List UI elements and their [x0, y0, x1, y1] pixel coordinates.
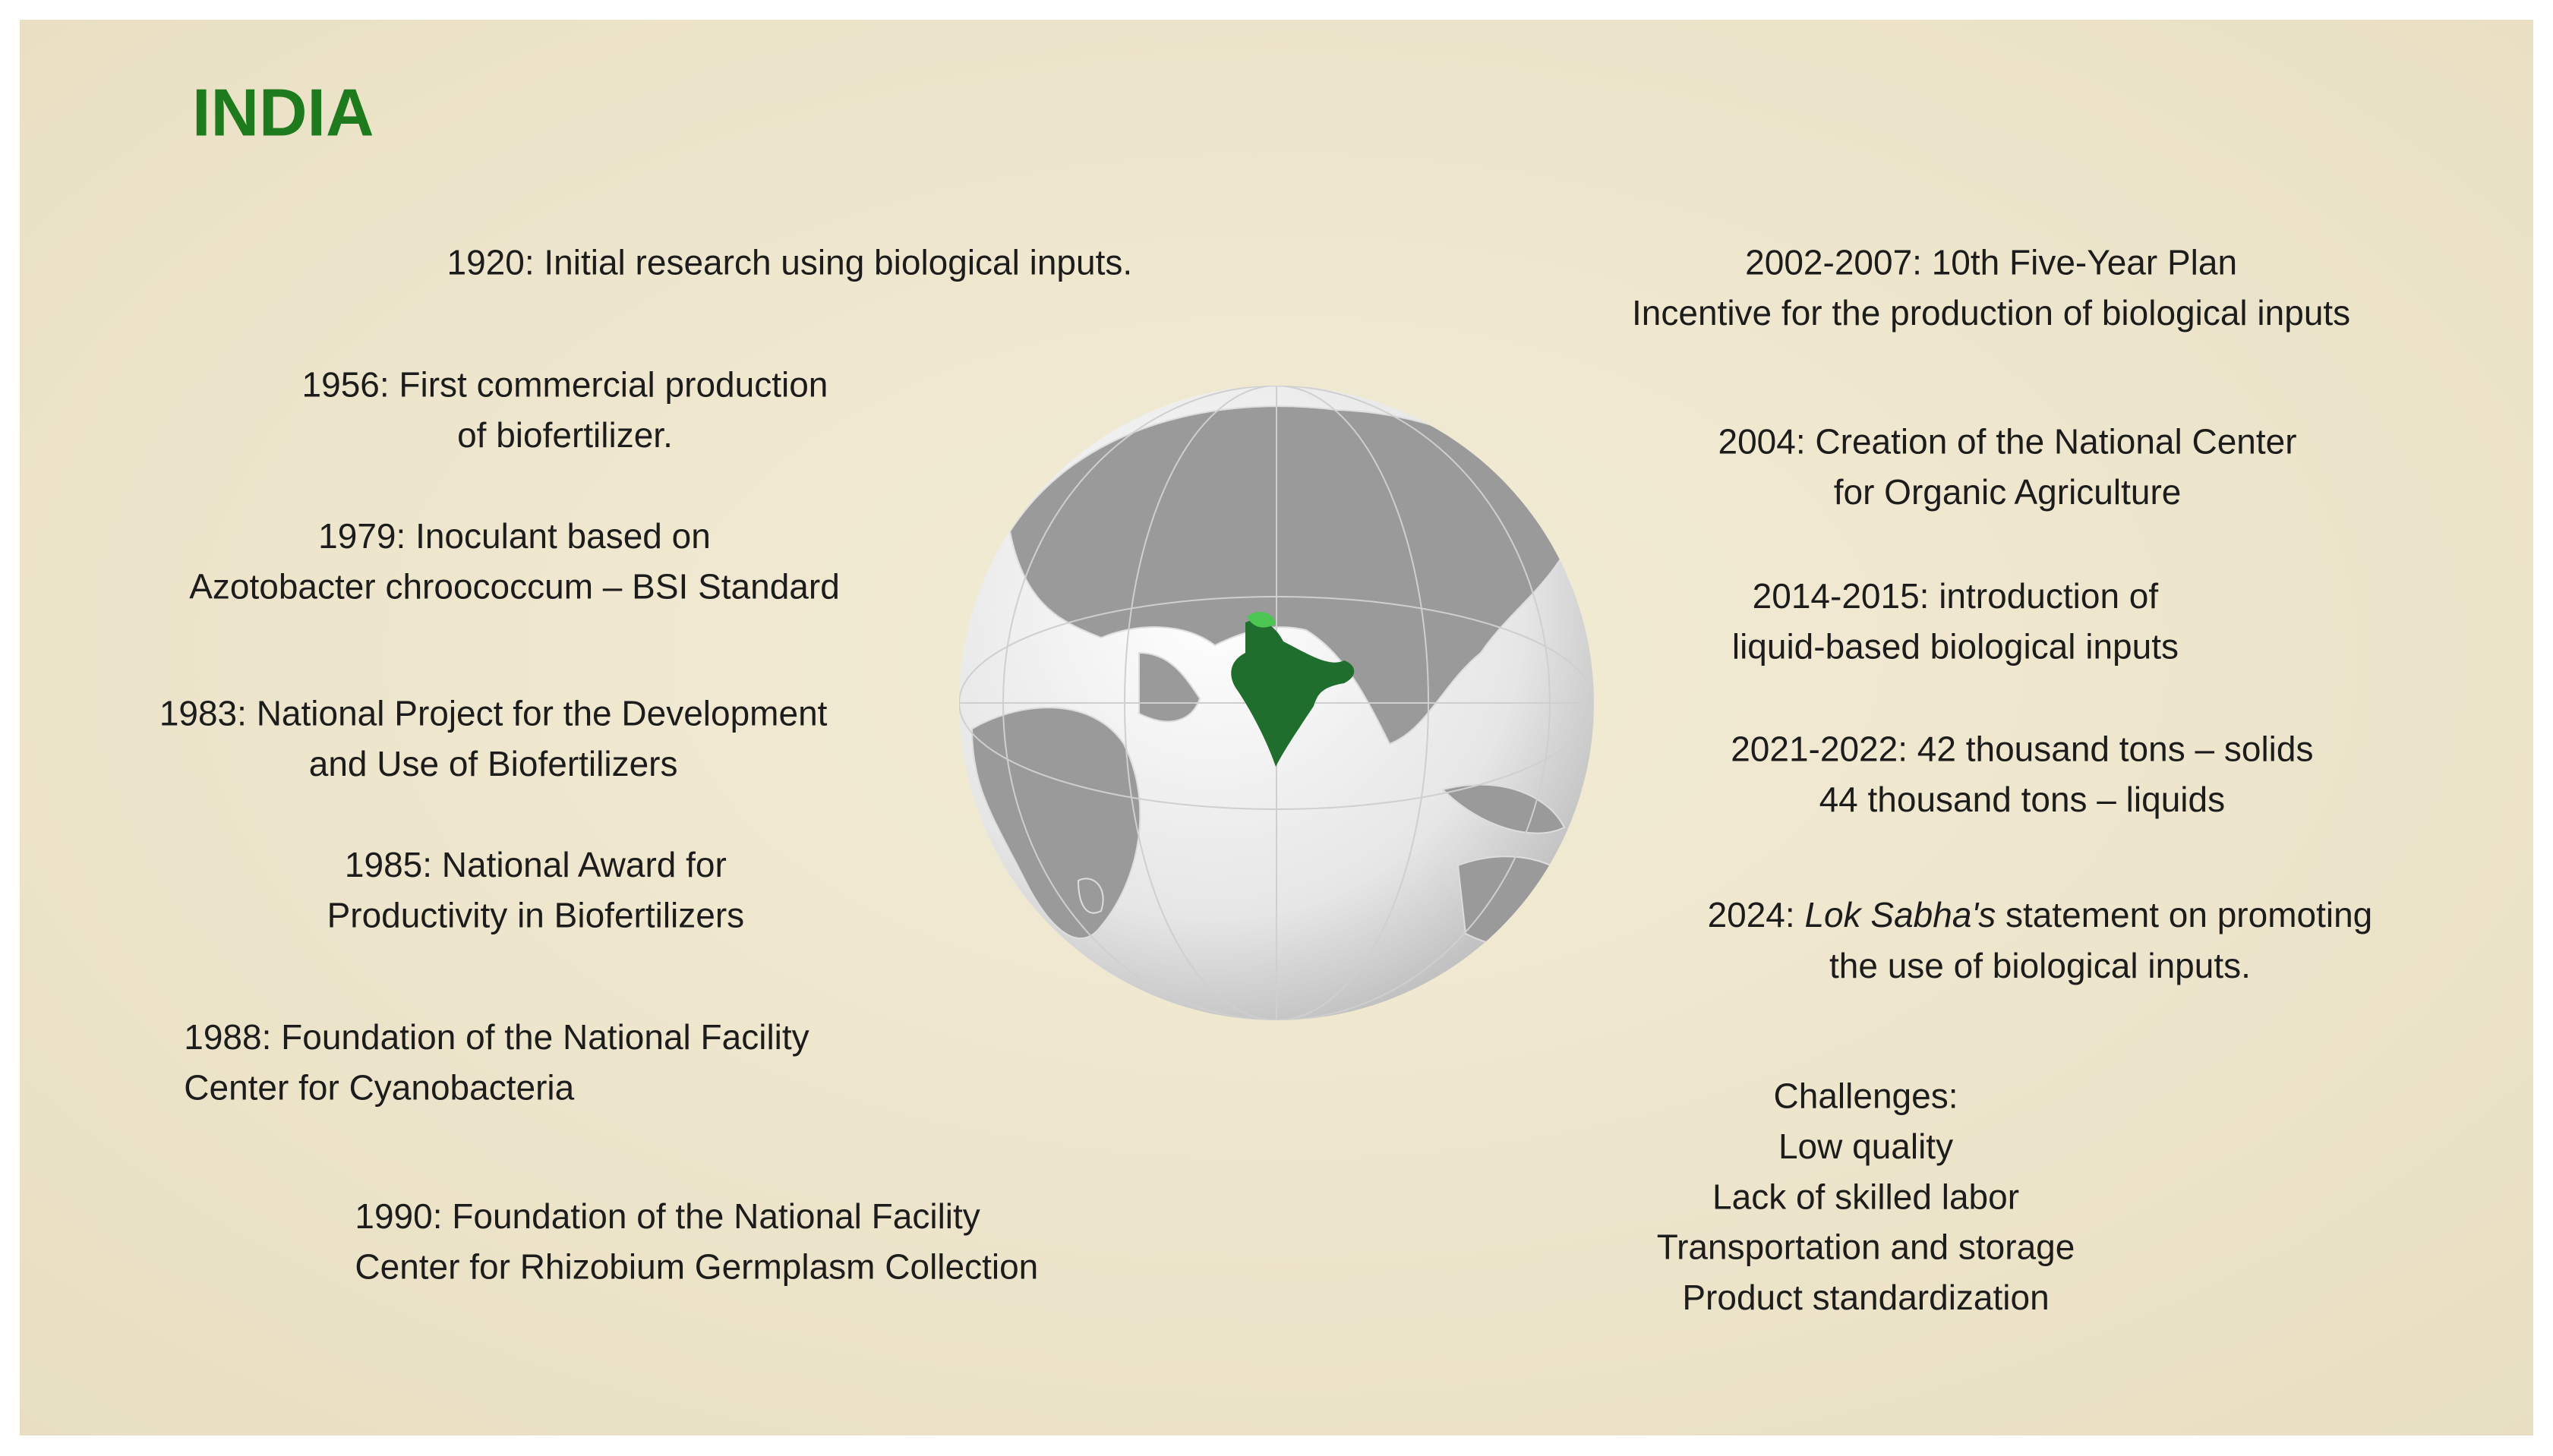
- entry-line: liquid-based biological inputs: [1732, 627, 2179, 667]
- entry-line: 1983: National Project for the Developme…: [159, 694, 828, 733]
- entry-line: 1988: Foundation of the National Facilit…: [184, 1017, 809, 1057]
- challenge-item: Product standardization: [1682, 1278, 2049, 1317]
- entry-text: 2024:: [1708, 895, 1805, 934]
- entry-line: 44 thousand tons – liquids: [1819, 780, 2226, 819]
- entry-line: 2024: Lok Sabha's statement on promoting: [1708, 895, 2373, 934]
- entry-line: 2002-2007: 10th Five-Year Plan: [1745, 243, 2237, 282]
- entry-line: 2021-2022: 42 thousand tons – solids: [1731, 730, 2313, 769]
- entry-text: Lok Sabha's: [1804, 895, 1996, 934]
- challenge-item: Transportation and storage: [1657, 1228, 2075, 1267]
- entry-line: Productivity in Biofertilizers: [327, 895, 745, 934]
- entry-line: and Use of Biofertilizers: [309, 744, 678, 783]
- entry-line: 2014-2015: introduction of: [1753, 576, 2159, 616]
- challenges-heading: Challenges:: [1774, 1076, 1958, 1115]
- entry-line: Center for Rhizobium Germplasm Collectio…: [355, 1246, 1038, 1286]
- entry-line: of biofertilizer.: [457, 415, 673, 455]
- challenge-item: Low quality: [1778, 1127, 1953, 1166]
- entry-text: statement on promoting: [1996, 895, 2372, 934]
- entry-line: for Organic Agriculture: [1834, 472, 2182, 512]
- entry-line: Incentive for the production of biologic…: [1632, 293, 2350, 332]
- entry-line: 2004: Creation of the National Center: [1718, 421, 2297, 461]
- title: INDIA: [192, 74, 374, 150]
- entry-line: Center for Cyanobacteria: [184, 1068, 574, 1108]
- entry-line: 1979: Inoculant based on: [318, 516, 711, 556]
- challenge-item: Lack of skilled labor: [1712, 1177, 2019, 1216]
- entry-line: 1985: National Award for: [345, 845, 727, 884]
- entry-line: 1990: Foundation of the National Facilit…: [355, 1196, 980, 1236]
- entry-line: the use of biological inputs.: [1829, 946, 2251, 985]
- entry-line: 1920: Initial research using biological …: [447, 243, 1133, 282]
- entry-line: Azotobacter chroococcum – BSI Standard: [189, 566, 840, 606]
- entry-line: 1956: First commercial production: [302, 364, 828, 404]
- globe: [959, 386, 1594, 1020]
